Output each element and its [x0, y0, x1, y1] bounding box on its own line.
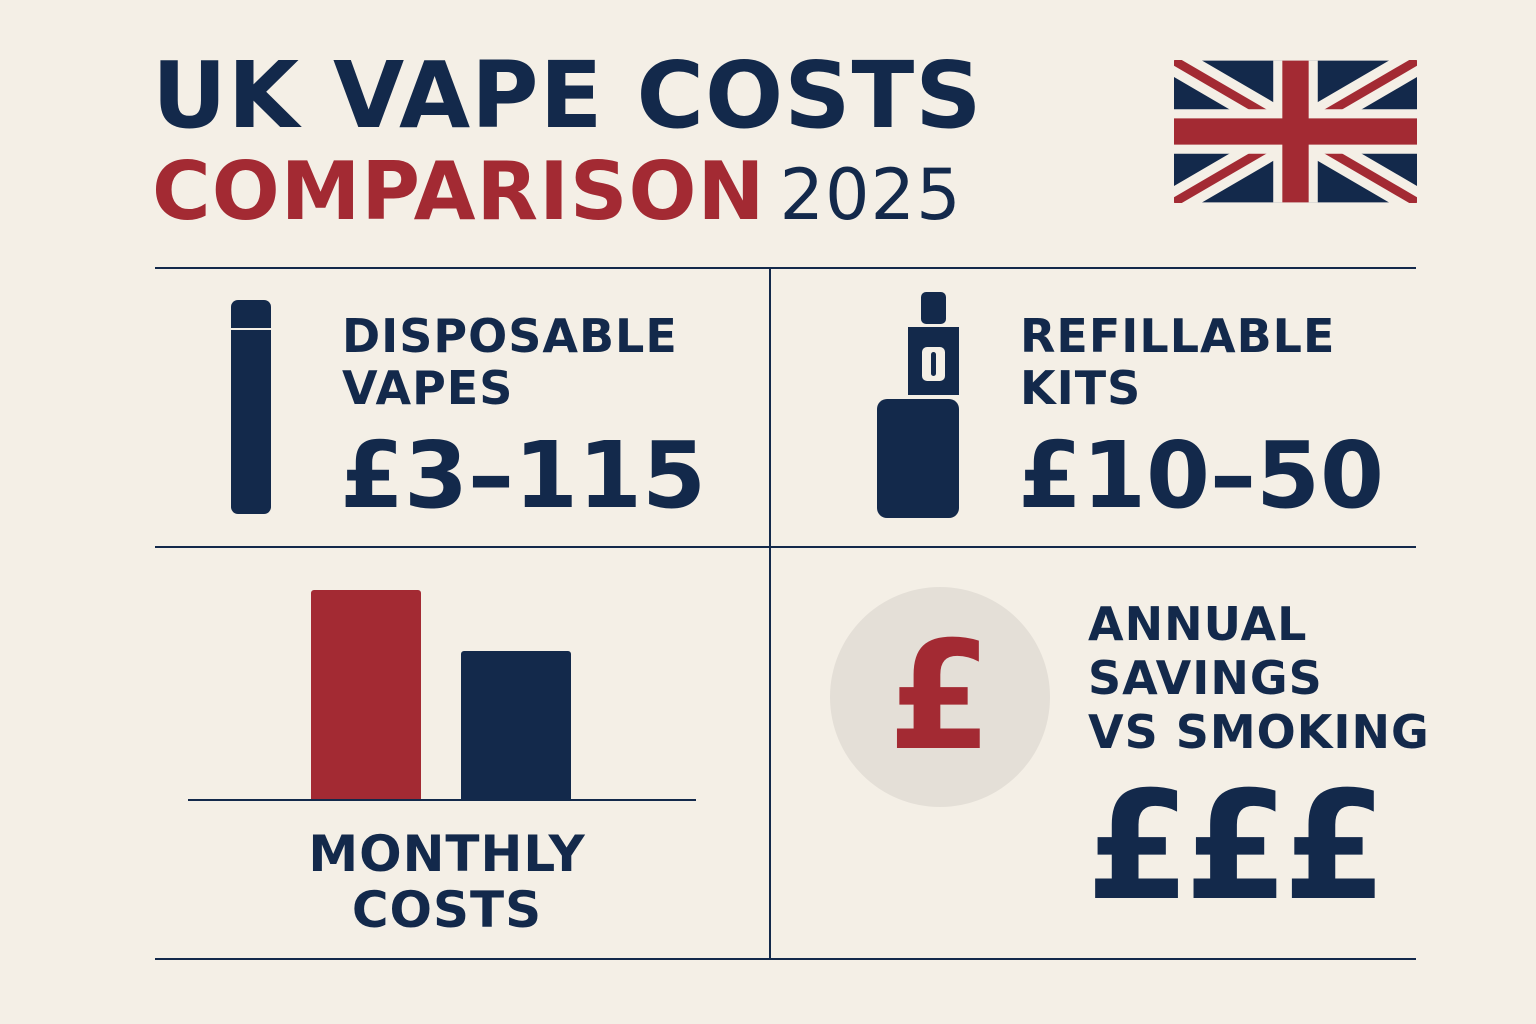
monthly-costs-chart	[188, 590, 696, 802]
refillable-label: REFILLABLE KITS	[1020, 310, 1335, 414]
title-line1: UK VAPE COSTS	[152, 42, 983, 149]
monthly-label-line2: COSTS	[351, 881, 543, 939]
monthly-label-line1: MONTHLY	[308, 825, 586, 883]
divider-middle	[155, 546, 1416, 548]
disposable-vape-icon	[231, 300, 271, 514]
monthly-label: MONTHLY COSTS	[188, 826, 706, 938]
refillable-label-line2: KITS	[1020, 361, 1142, 415]
savings-label: ANNUAL SAVINGS VS SMOKING	[1088, 597, 1430, 759]
savings-label-line2: SAVINGS	[1088, 651, 1323, 705]
refillable-vape-kit-icon	[877, 292, 959, 518]
title-line2: COMPARISON 2025	[152, 152, 962, 232]
refillable-price: £10–50	[1018, 422, 1385, 529]
chart-baseline	[188, 799, 696, 801]
union-jack-flag-icon	[1174, 60, 1417, 203]
savings-label-line3: VS SMOKING	[1088, 705, 1430, 759]
refillable-label-line1: REFILLABLE	[1020, 309, 1336, 363]
disposable-price: £3–115	[340, 422, 707, 529]
disposable-label-line2: VAPES	[342, 361, 514, 415]
disposable-label: DISPOSABLE VAPES	[342, 310, 678, 414]
divider-vertical	[769, 268, 771, 959]
savings-label-line1: ANNUAL	[1088, 597, 1308, 651]
monthly-bar-refillable	[461, 651, 571, 800]
savings-value: £££	[1086, 760, 1387, 934]
title-comparison: COMPARISON	[152, 145, 766, 238]
pound-symbol: £	[887, 610, 993, 784]
title-year: 2025	[779, 154, 962, 236]
monthly-bar-disposable	[311, 590, 421, 800]
divider-top	[155, 267, 1416, 269]
divider-bottom	[155, 958, 1416, 960]
disposable-label-line1: DISPOSABLE	[342, 309, 678, 363]
pound-coin-icon: £	[830, 587, 1050, 807]
